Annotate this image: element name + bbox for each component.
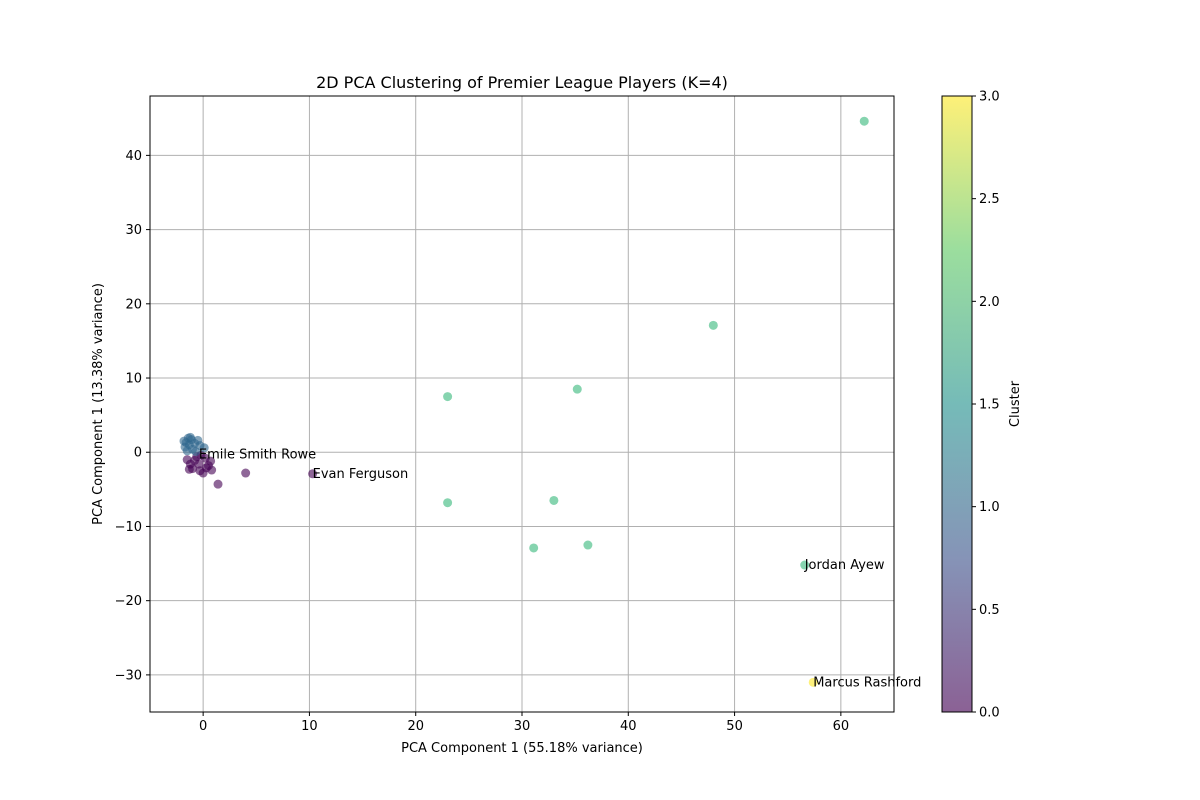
point-annotation: Jordan Ayew [804, 558, 885, 573]
colorbar-label: Cluster [1008, 380, 1023, 427]
scatter-points [179, 116, 869, 687]
x-tick-label: 10 [301, 719, 318, 734]
y-tick-label: 30 [125, 223, 142, 238]
point-annotations: Emile Smith Rowe Evan Ferguson Jordan Ayew… [199, 447, 922, 690]
x-tick-label: 30 [514, 719, 531, 734]
data-point [859, 116, 869, 126]
y-tick-label: −30 [115, 668, 142, 683]
point-annotation: Evan Ferguson [313, 467, 409, 482]
colorbar-tick-label: 1.5 [979, 398, 1000, 413]
data-point [443, 392, 453, 402]
data-point [708, 320, 718, 330]
data-point [213, 479, 223, 489]
data-point [185, 459, 195, 469]
x-axis-ticks: 0 10 20 30 40 50 60 [199, 712, 849, 734]
y-tick-label: −20 [115, 594, 142, 609]
colorbar-tick-label: 0.0 [979, 706, 1000, 721]
colorbar-tick-label: 2.0 [979, 295, 1000, 310]
data-point [549, 495, 559, 505]
colorbar-gradient [942, 96, 972, 712]
x-tick-label: 60 [833, 719, 850, 734]
data-point [808, 677, 818, 687]
x-tick-label: 20 [407, 719, 424, 734]
point-annotation: Emile Smith Rowe [199, 447, 316, 462]
data-point [199, 443, 209, 453]
data-point [241, 468, 251, 478]
y-tick-label: 40 [125, 149, 142, 164]
data-point [308, 469, 318, 479]
data-point [443, 498, 453, 508]
data-point [529, 543, 539, 553]
data-point [195, 466, 205, 476]
y-tick-label: −10 [115, 520, 142, 535]
y-tick-label: 10 [125, 372, 142, 387]
x-tick-label: 50 [726, 719, 743, 734]
data-point [583, 540, 593, 550]
y-axis-label: PCA Component 1 (13.38% variance) [91, 283, 106, 525]
y-tick-label: 0 [134, 446, 142, 461]
data-point [572, 384, 582, 394]
colorbar-tick-label: 2.5 [979, 192, 1000, 207]
data-point [203, 461, 213, 471]
y-tick-label: 20 [125, 297, 142, 312]
point-annotation: Marcus Rashford [813, 675, 921, 690]
y-axis-ticks: −30 −20 −10 0 10 20 30 40 [115, 149, 150, 683]
x-tick-label: 40 [620, 719, 637, 734]
data-point [800, 560, 810, 570]
colorbar-tick-label: 0.5 [979, 603, 1000, 618]
colorbar-tick-label: 1.0 [979, 500, 1000, 515]
colorbar-ticks: 0.0 0.5 1.0 1.5 2.0 2.5 3.0 [972, 90, 1000, 721]
grid-lines [150, 96, 894, 712]
chart-title: 2D PCA Clustering of Premier League Play… [316, 73, 728, 92]
data-point [191, 446, 201, 456]
colorbar-tick-label: 3.0 [979, 90, 1000, 105]
data-point [185, 432, 195, 442]
colorbar: 0.0 0.5 1.0 1.5 2.0 2.5 3.0 Cluster [941, 90, 1023, 721]
x-tick-label: 0 [199, 719, 207, 734]
x-axis-label: PCA Component 1 (55.18% variance) [401, 741, 643, 756]
